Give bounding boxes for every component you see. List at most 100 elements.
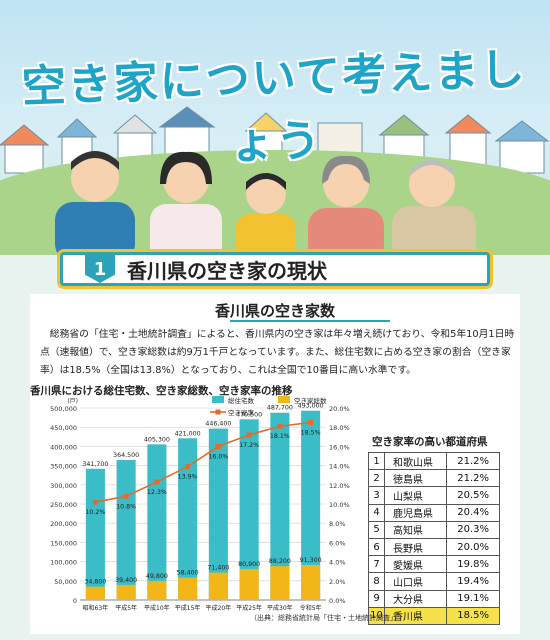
ranking-prefecture: 鹿児島県 [384,503,447,522]
y-left-tick-label: 50,000 [54,578,77,586]
vacancy-rate-label: 17.2% [239,442,259,449]
ranking-rank: 8 [368,572,385,591]
total-housing-label: 421,000 [175,430,201,437]
vacant-homes-bar [178,577,198,600]
section-title: 香川県の空き家の現状 [127,258,327,283]
ranking-rank: 5 [368,520,385,539]
vacant-homes-bar [147,580,167,600]
ranking-prefecture: 香川県 [384,606,447,625]
family-illustration [55,151,476,255]
x-tick-label: 平成10年 [144,604,170,612]
ranking-row: 9 大分県 19.1% [368,589,500,608]
x-tick-label: 平成15年 [175,604,201,612]
ranking-value: 21.2% [446,469,500,488]
ranking-row: 6 長野県 20.0% [368,537,500,557]
total-housing-bar [208,428,228,600]
y-right-tick-label: 14.0% [329,463,350,471]
y-right-tick-label: 10.0% [329,501,350,509]
vacancy-rate-point [123,493,129,499]
ranking-value: 20.0% [446,537,500,557]
y-left-tick-label: 100,000 [50,559,77,567]
y-left-tick-label: 500,000 [50,405,77,413]
y-left-tick-label: 300,000 [50,482,77,490]
housing-vacancy-chart: 0 50,000 100,000 150,000 200,000 250,000 300,0… [50,396,350,612]
legend-swatch-rate-marker [215,409,221,415]
y-right-tick-label: 8.0% [329,520,346,528]
legend-label-vacant: 空き家総数 [294,396,327,405]
total-housing-label: 364,500 [113,452,139,459]
total-housing-label: 405,300 [144,436,170,443]
vacant-homes-bar [208,572,228,600]
legend-label-rate: 空き家率 [228,408,255,417]
y-left-tick-label: 150,000 [50,539,77,547]
vacancy-rate-point [246,432,252,438]
y-right-tick-label: 12.0% [329,482,350,490]
vacancy-rate-point [92,499,98,505]
total-housing-label: 446,400 [205,421,231,428]
ranking-value: 20.5% [446,486,500,505]
vacancy-rate-line [95,421,311,503]
vacant-homes-label: 39,400 [115,577,137,584]
section-number-badge: 1 [85,255,115,283]
vacancy-rate-label: 12.3% [147,489,167,496]
y-right-tick-label: 20.0% [329,405,350,413]
vacancy-rate-point [215,443,221,449]
vacant-homes-label: 80,900 [238,561,260,568]
ranking-row: 10 香川県 18.5% [368,606,500,625]
vacancy-rate-label: 13.9% [178,474,198,481]
vacancy-rate-label: 18.5% [301,429,321,436]
y-right-tick-label: 18.0% [329,424,350,432]
ranking-value: 20.3% [446,520,500,539]
vacant-homes-bar [301,564,321,600]
y-left-unit: (戸) [67,398,78,405]
ranking-prefecture: 山梨県 [384,486,447,505]
x-tick-label: 昭和63年 [83,604,109,612]
ranking-prefecture: 和歌山県 [384,451,447,471]
ranking-value: 20.4% [446,503,500,522]
ranking-row: 1 和歌山県 21.2% [368,451,500,471]
y-left-tick-label: 200,000 [50,520,77,528]
y-left-tick-label: 250,000 [50,501,77,509]
vacancy-rate-label: 10.8% [116,503,136,510]
page-title: 空き家について考えましょう [20,44,528,170]
total-housing-bar [239,419,259,600]
vacant-homes-label: 34,800 [84,579,106,586]
ranking-prefecture: 大分県 [384,589,447,608]
ranking-value: 19.1% [446,589,500,608]
ranking-prefecture: 高知県 [384,520,447,539]
ranking-prefecture: 徳島県 [384,469,447,488]
total-housing-bar [178,438,198,600]
ranking-rank: 2 [368,469,385,488]
ranking-prefecture: 長野県 [384,537,447,557]
vacant-homes-bar [116,584,136,600]
ranking-title: 空き家率の高い都道府県 [372,436,488,448]
header-illustration: 空き家について考えましょう [0,0,550,255]
vacancy-rate-point [154,479,160,485]
title-underline [230,320,390,322]
total-housing-bar [270,412,290,600]
y-left-tick-label: 0 [73,597,77,605]
vacancy-rate-point [185,464,191,470]
total-housing-bar [116,460,136,600]
y-right-tick-label: 0.0% [329,597,346,605]
vacant-homes-label: 71,400 [207,565,229,572]
x-tick-label: 平成5年 [115,604,137,612]
ranking-value: 18.5% [446,606,500,625]
ranking-rank: 4 [368,503,385,522]
vacancy-ranking-table: 1 和歌山県 21.2% 2 徳島県 21.2% 3 山梨県 20.5% 4 鹿児島県 20.4% 5 高… [368,451,500,625]
vacant-homes-bar [239,568,259,600]
total-housing-label: 493,000 [298,403,324,410]
legend-swatch-total [212,396,224,403]
vacancy-rate-label: 10.2% [85,509,105,516]
ranking-value: 21.2% [446,451,500,471]
vacancy-rate-point [277,423,283,429]
total-housing-label: 470,500 [236,411,262,418]
ranking-row: 4 鹿児島県 20.4% [368,503,500,522]
panel-title: 香川県の空き家数 [214,302,335,320]
vacancy-rate-point [308,419,314,425]
ranking-rank: 6 [368,537,385,557]
x-tick-label: 令和5年 [300,604,322,612]
ranking-rank: 9 [368,589,385,608]
vacant-homes-bar [270,566,290,600]
ranking-rank: 7 [368,555,385,574]
